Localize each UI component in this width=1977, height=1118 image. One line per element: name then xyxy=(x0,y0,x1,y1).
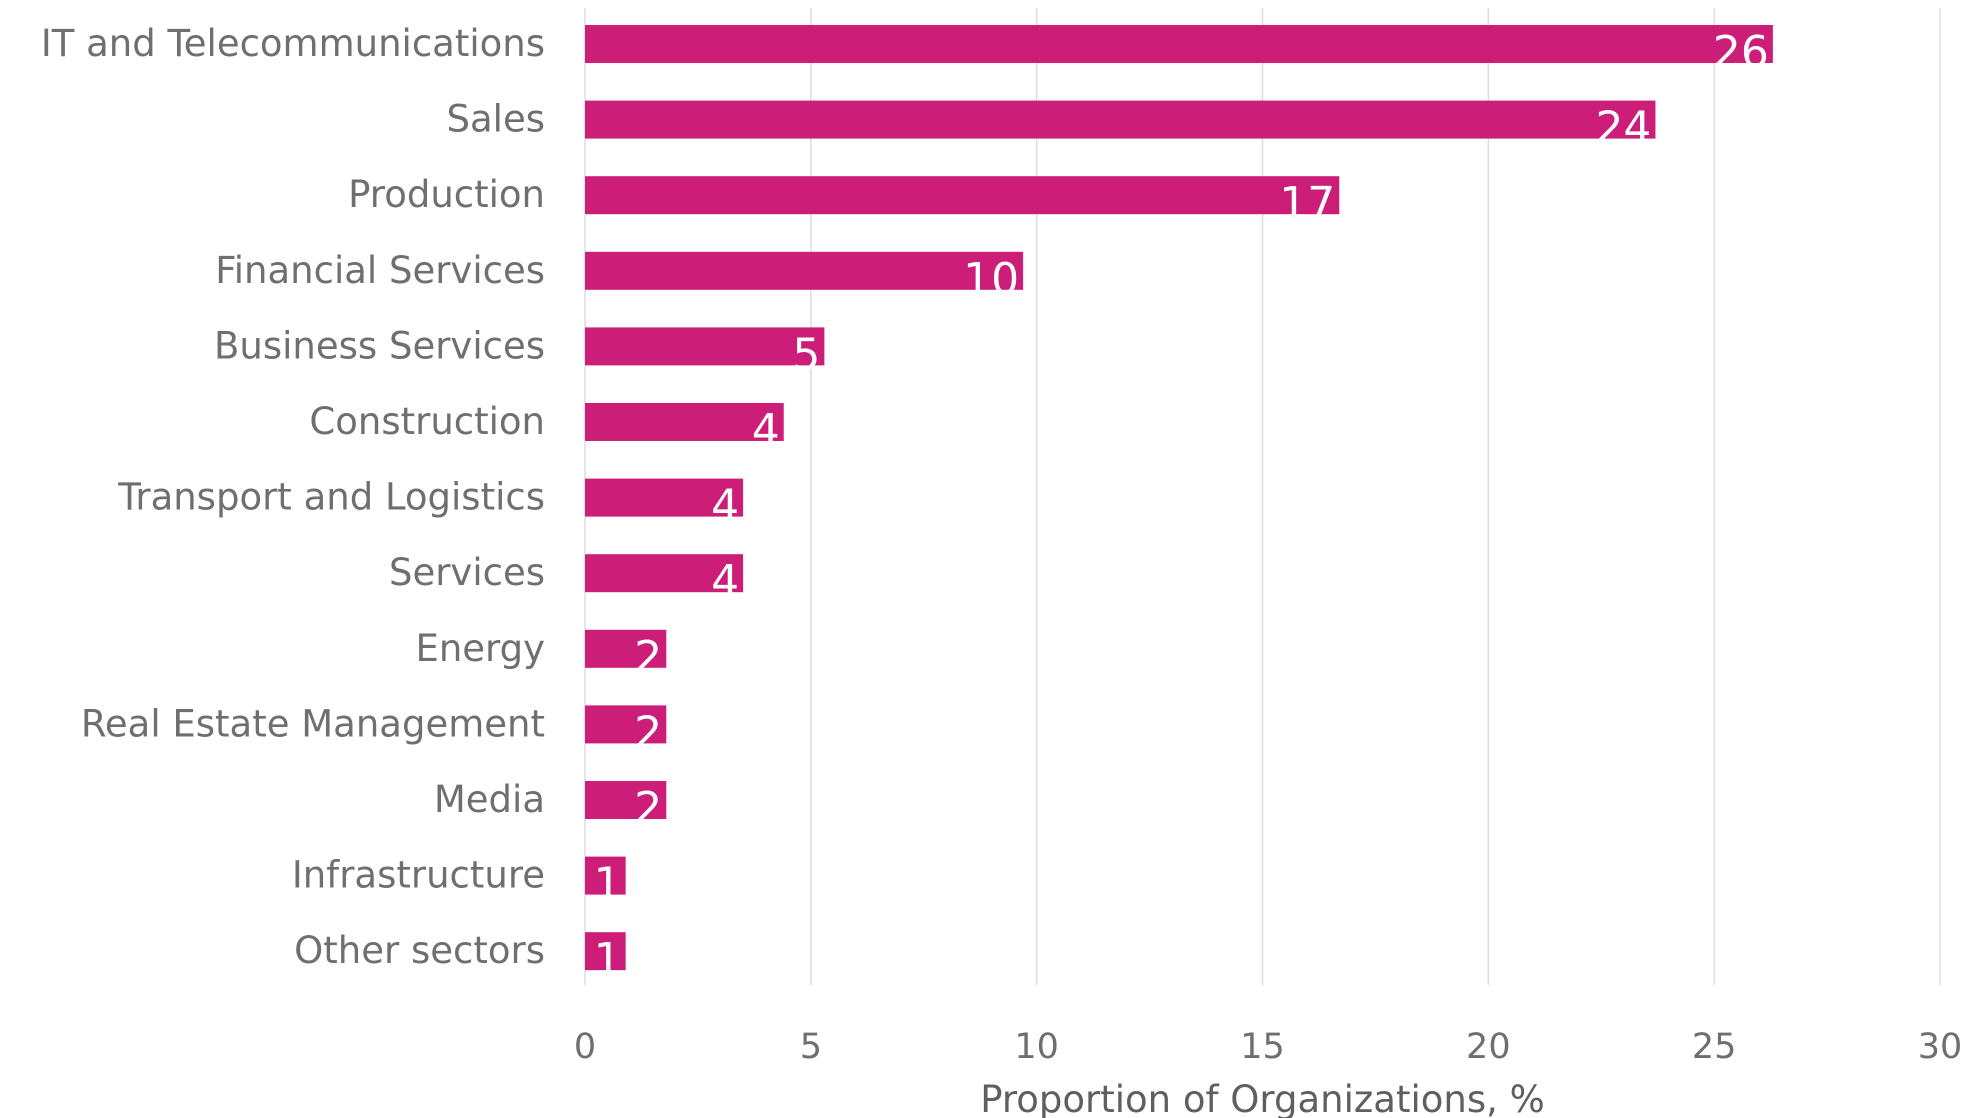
bar xyxy=(585,856,626,895)
data-label: 2 xyxy=(634,707,662,758)
data-label: 26 xyxy=(1713,27,1769,78)
category-labels: IT and Telecommunications Sales Production… xyxy=(41,22,545,972)
category-label: Infrastructure xyxy=(292,854,545,897)
category-label: Transport and Logistics xyxy=(117,476,545,519)
category-label: Energy xyxy=(415,627,545,670)
bar xyxy=(585,251,1024,290)
bar xyxy=(585,176,1340,215)
bar xyxy=(585,932,626,971)
category-label: Production xyxy=(348,173,545,216)
bar xyxy=(585,478,744,517)
category-label: Financial Services xyxy=(215,249,545,292)
bars xyxy=(585,25,1773,971)
category-label: Services xyxy=(389,551,545,594)
data-label: 4 xyxy=(711,481,739,532)
category-label: Sales xyxy=(447,98,545,141)
bar xyxy=(585,100,1656,139)
x-tick-label: 25 xyxy=(1692,1027,1737,1067)
bar xyxy=(585,554,744,593)
bar xyxy=(585,629,667,668)
category-label: Construction xyxy=(309,400,545,443)
x-tick-label: 30 xyxy=(1918,1027,1963,1067)
x-tick-label: 15 xyxy=(1240,1027,1285,1067)
bar xyxy=(585,327,825,366)
data-label: 2 xyxy=(634,783,662,834)
x-tick-label: 20 xyxy=(1466,1027,1511,1067)
data-label: 4 xyxy=(711,556,739,607)
category-label: Media xyxy=(434,778,545,821)
x-tick-label: 5 xyxy=(800,1027,822,1067)
x-axis-title: Proportion of Organizations, % xyxy=(980,1078,1545,1118)
data-label: 10 xyxy=(963,254,1019,305)
data-label: 24 xyxy=(1595,103,1651,154)
grid-lines xyxy=(584,8,1941,985)
category-label: Other sectors xyxy=(294,929,545,972)
data-label: 1 xyxy=(594,859,622,910)
bar xyxy=(585,25,1773,63)
x-axis-tick-labels: 0 5 10 15 20 25 30 xyxy=(574,1027,1962,1067)
data-label: 4 xyxy=(752,405,780,456)
bar xyxy=(585,781,667,819)
data-label: 17 xyxy=(1279,178,1335,229)
bar xyxy=(585,403,784,441)
x-tick-label: 0 xyxy=(574,1027,596,1067)
category-label: Real Estate Management xyxy=(81,702,545,745)
data-label: 2 xyxy=(634,632,662,683)
data-label: 1 xyxy=(594,934,622,985)
x-tick-label: 10 xyxy=(1014,1027,1059,1067)
category-label: IT and Telecommunications xyxy=(41,22,545,65)
data-label: 5 xyxy=(792,329,820,380)
category-label: Business Services xyxy=(214,324,545,367)
bar xyxy=(585,705,667,744)
